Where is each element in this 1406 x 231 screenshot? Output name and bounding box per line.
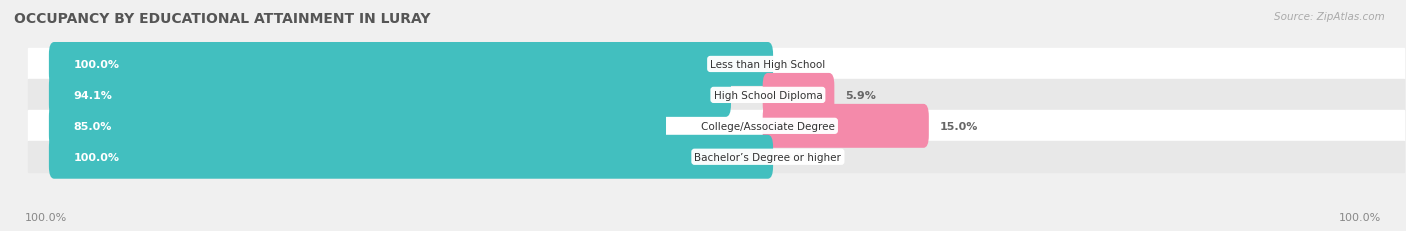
Text: 85.0%: 85.0% [73, 121, 112, 131]
FancyBboxPatch shape [49, 74, 731, 117]
FancyBboxPatch shape [49, 104, 666, 148]
Text: 0.0%: 0.0% [783, 60, 814, 70]
FancyBboxPatch shape [762, 104, 929, 148]
Text: OCCUPANCY BY EDUCATIONAL ATTAINMENT IN LURAY: OCCUPANCY BY EDUCATIONAL ATTAINMENT IN L… [14, 12, 430, 25]
Text: Less than High School: Less than High School [710, 60, 825, 70]
Text: College/Associate Degree: College/Associate Degree [702, 121, 835, 131]
Text: 0.0%: 0.0% [783, 152, 814, 162]
Text: 100.0%: 100.0% [1339, 212, 1381, 222]
Text: High School Diploma: High School Diploma [713, 91, 823, 100]
FancyBboxPatch shape [762, 74, 834, 117]
Bar [28, 142, 1403, 173]
Text: 100.0%: 100.0% [25, 212, 67, 222]
Bar [28, 49, 1403, 80]
Text: 5.9%: 5.9% [845, 91, 876, 100]
Text: 100.0%: 100.0% [73, 60, 120, 70]
Text: 15.0%: 15.0% [939, 121, 977, 131]
FancyBboxPatch shape [49, 43, 773, 87]
Text: Bachelor’s Degree or higher: Bachelor’s Degree or higher [695, 152, 841, 162]
Bar [28, 80, 1403, 111]
Text: 94.1%: 94.1% [73, 91, 112, 100]
Text: 100.0%: 100.0% [73, 152, 120, 162]
Bar [28, 111, 1403, 142]
Text: Source: ZipAtlas.com: Source: ZipAtlas.com [1274, 12, 1385, 21]
FancyBboxPatch shape [49, 135, 773, 179]
